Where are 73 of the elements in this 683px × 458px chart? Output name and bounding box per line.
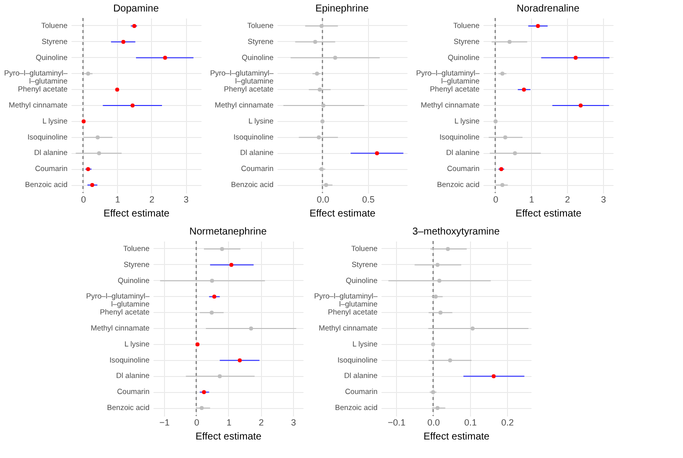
x-tick-label: −0.1 [388, 418, 406, 428]
point [437, 278, 442, 283]
point [90, 183, 94, 188]
x-tick-label: 1 [529, 194, 534, 204]
point [320, 24, 324, 28]
x-tick-label: 0 [493, 194, 498, 204]
point [163, 56, 168, 60]
point [315, 72, 319, 76]
point [446, 246, 450, 251]
chart-title: 3–methoxytyramine [412, 226, 500, 238]
point [512, 151, 517, 156]
point [86, 72, 90, 76]
x-tick-label: −1 [159, 418, 170, 428]
point [202, 390, 206, 394]
point [333, 56, 338, 60]
x-axis-title: Effect estimate [196, 432, 262, 442]
x-axis-title: Effect estimate [516, 208, 582, 220]
x-tick-label: 0 [194, 418, 200, 428]
point [500, 183, 504, 188]
chart-title: Dopamine [113, 3, 160, 14]
point [438, 310, 442, 315]
chart-title: Epinephrine [315, 3, 370, 14]
x-tick-label: 1 [226, 418, 232, 428]
point [448, 358, 452, 362]
x-axis-title: Effect estimate [310, 208, 376, 220]
point [313, 40, 318, 44]
point [130, 104, 135, 108]
point [210, 278, 214, 283]
point [436, 406, 440, 410]
point [96, 135, 100, 140]
x-tick-label: 3 [184, 194, 189, 204]
point [574, 56, 578, 60]
x-tick-label: 0 [80, 194, 86, 204]
x-tick-label: 0.5 [362, 194, 375, 204]
point [536, 24, 540, 28]
point [522, 88, 526, 92]
x-tick-label: 0.2 [501, 418, 514, 428]
point [316, 135, 321, 140]
point [318, 88, 322, 92]
point [229, 262, 234, 267]
point [238, 358, 242, 362]
point [434, 294, 438, 299]
point [500, 72, 504, 76]
chart-title: Noradrenaline [516, 3, 580, 14]
point [249, 326, 254, 330]
x-axis-title: Effect estimate [424, 432, 490, 442]
point [492, 374, 496, 378]
point [503, 135, 508, 140]
point [324, 183, 328, 188]
x-tick-label: 0.1 [464, 418, 477, 428]
x-tick-label: 2 [149, 194, 154, 204]
point [210, 310, 214, 315]
point [121, 40, 126, 44]
x-tick-label: 1 [115, 194, 120, 204]
x-tick-label: 0.0 [427, 418, 440, 428]
point [578, 104, 583, 108]
point [508, 40, 512, 44]
point [375, 151, 379, 156]
point [212, 294, 216, 299]
x-tick-label: 2 [565, 194, 570, 204]
point [436, 262, 440, 267]
point [220, 246, 224, 251]
x-tick-label: 3 [290, 418, 296, 428]
chart-title: Normetanephrine [189, 226, 268, 238]
point [97, 151, 102, 156]
point [200, 406, 204, 410]
point [470, 326, 475, 330]
x-tick-label: 3 [600, 194, 606, 204]
x-tick-label: 2 [258, 418, 264, 428]
x-tick-label: 0.0 [316, 194, 330, 204]
point [218, 374, 222, 378]
x-axis-title: Effect estimate [104, 208, 170, 220]
point [321, 104, 326, 108]
